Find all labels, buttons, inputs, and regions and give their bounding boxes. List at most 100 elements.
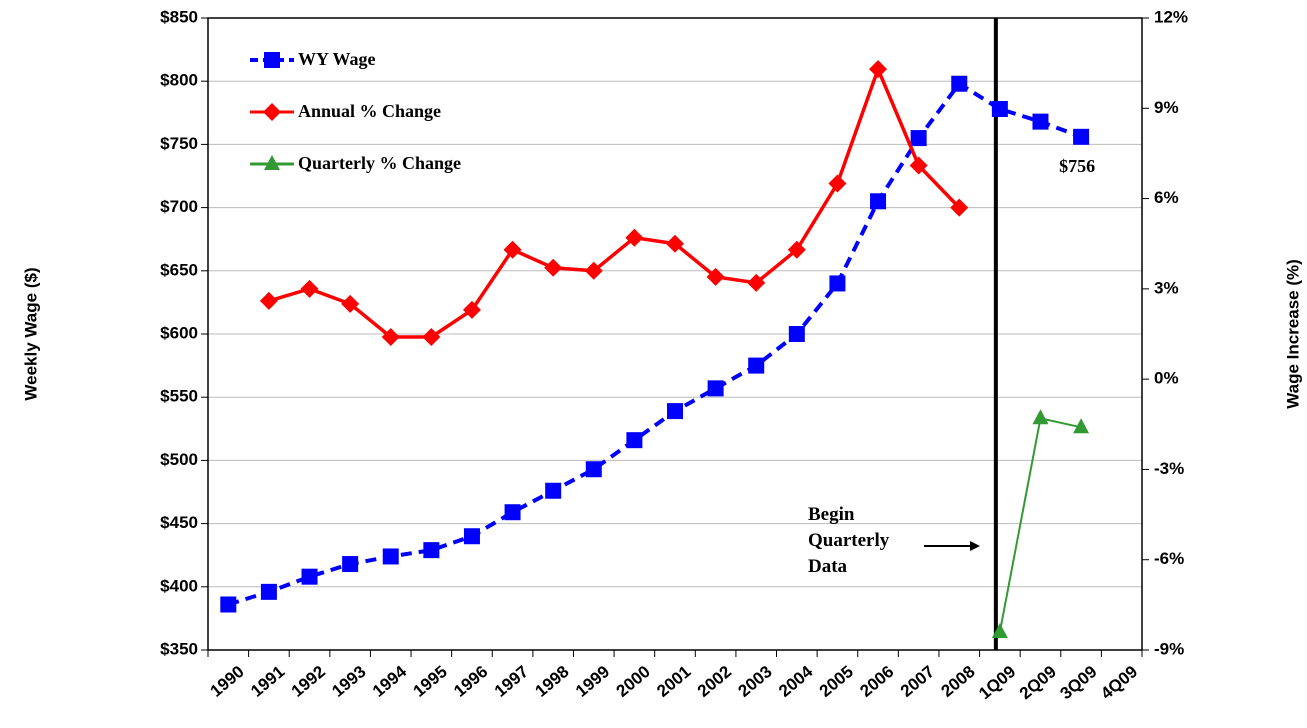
legend-label: Annual % Change <box>298 101 441 121</box>
x-tick-label: 1994 <box>369 662 411 701</box>
series-line <box>268 64 961 339</box>
x-tick-label: 2004 <box>775 662 817 701</box>
marker <box>503 240 522 259</box>
y2-tick-label: 12% <box>1154 7 1188 26</box>
y2-axis-label: Wage Increase (%) <box>1283 259 1302 409</box>
marker <box>300 279 319 298</box>
marker <box>707 380 724 397</box>
x-tick-label: 1998 <box>531 662 572 701</box>
y-tick-label: $400 <box>160 576 198 595</box>
marker <box>666 234 684 253</box>
marker <box>787 240 806 259</box>
marker <box>585 461 602 478</box>
x-tick-label: 4Q09 <box>1097 662 1141 703</box>
marker <box>220 596 237 613</box>
x-tick-label: 3Q09 <box>1056 662 1100 703</box>
marker <box>1032 113 1049 130</box>
y-tick-label: $600 <box>160 323 198 342</box>
y-tick-label: $750 <box>160 134 198 153</box>
marker <box>1073 418 1090 434</box>
y2-tick-label: -3% <box>1154 459 1184 478</box>
marker <box>748 357 765 374</box>
x-tick-label: 1993 <box>328 662 369 701</box>
y2-tick-label: -9% <box>1154 639 1184 658</box>
marker <box>991 101 1008 118</box>
marker <box>263 103 281 121</box>
x-tick-label: 2Q09 <box>1016 662 1060 703</box>
x-tick-label: 1990 <box>207 662 248 701</box>
x-tick-label: 1997 <box>491 662 532 701</box>
marker <box>259 291 278 310</box>
marker <box>828 174 847 193</box>
x-tick-label: 1Q09 <box>975 662 1019 703</box>
marker <box>706 267 725 286</box>
marker <box>869 60 888 79</box>
marker <box>264 155 280 170</box>
marker <box>625 228 644 247</box>
marker <box>463 528 480 545</box>
x-tick-label: 2000 <box>613 662 654 701</box>
marker <box>747 273 766 292</box>
marker <box>422 328 441 347</box>
marker <box>381 328 400 347</box>
x-tick-label: 1992 <box>288 662 329 701</box>
y2-tick-label: 6% <box>1154 188 1179 207</box>
y-axis-label: Weekly Wage ($) <box>21 267 40 400</box>
x-tick-label: 2006 <box>856 662 897 701</box>
y-tick-label: $650 <box>160 260 198 279</box>
marker <box>1073 128 1090 145</box>
marker <box>626 432 643 449</box>
y2-tick-label: 9% <box>1154 98 1179 117</box>
x-tick-label: 2001 <box>653 662 694 701</box>
x-tick-label: 2007 <box>897 662 938 701</box>
marker <box>260 583 277 600</box>
marker <box>788 326 805 342</box>
x-tick-label: 1999 <box>572 662 613 701</box>
y-tick-label: $850 <box>160 7 198 26</box>
x-tick-label: 2005 <box>816 662 857 701</box>
marker <box>991 622 1008 638</box>
marker <box>382 548 399 565</box>
marker <box>950 198 969 217</box>
marker <box>909 156 928 175</box>
marker <box>829 275 846 292</box>
series-line <box>227 81 1082 607</box>
y-tick-label: $350 <box>160 639 198 658</box>
y2-tick-label: 3% <box>1154 278 1179 297</box>
y2-tick-label: 0% <box>1154 369 1179 388</box>
marker <box>423 542 440 559</box>
marker <box>667 403 683 420</box>
marker <box>504 504 521 521</box>
marker <box>545 482 562 499</box>
marker <box>1032 409 1049 425</box>
legend-label: Quarterly % Change <box>298 153 461 173</box>
y-tick-label: $500 <box>160 450 198 469</box>
marker <box>462 300 481 319</box>
y-tick-label: $450 <box>160 513 198 532</box>
x-tick-label: 1996 <box>450 662 491 701</box>
y2-tick-label: -6% <box>1154 549 1184 568</box>
marker <box>584 261 603 280</box>
marker <box>264 52 280 68</box>
x-tick-label: 2002 <box>694 662 735 701</box>
marker <box>951 75 968 92</box>
annotation: Begin Quarterly Data <box>808 504 890 577</box>
x-tick-label: 1995 <box>410 662 451 701</box>
annotation: $756 <box>1059 156 1095 176</box>
marker <box>910 130 927 147</box>
x-tick-label: 2008 <box>938 662 979 701</box>
y-tick-label: $700 <box>160 197 198 216</box>
x-tick-label: 1991 <box>247 662 288 701</box>
marker <box>341 294 360 313</box>
x-tick-label: 2003 <box>734 662 775 701</box>
y-tick-label: $800 <box>160 71 198 90</box>
marker <box>342 556 359 573</box>
marker <box>301 568 318 585</box>
plot-frame <box>207 17 1143 651</box>
y-tick-label: $550 <box>160 387 198 406</box>
annotation-arrow <box>924 541 980 551</box>
marker <box>870 193 887 210</box>
series-line <box>998 417 1082 633</box>
